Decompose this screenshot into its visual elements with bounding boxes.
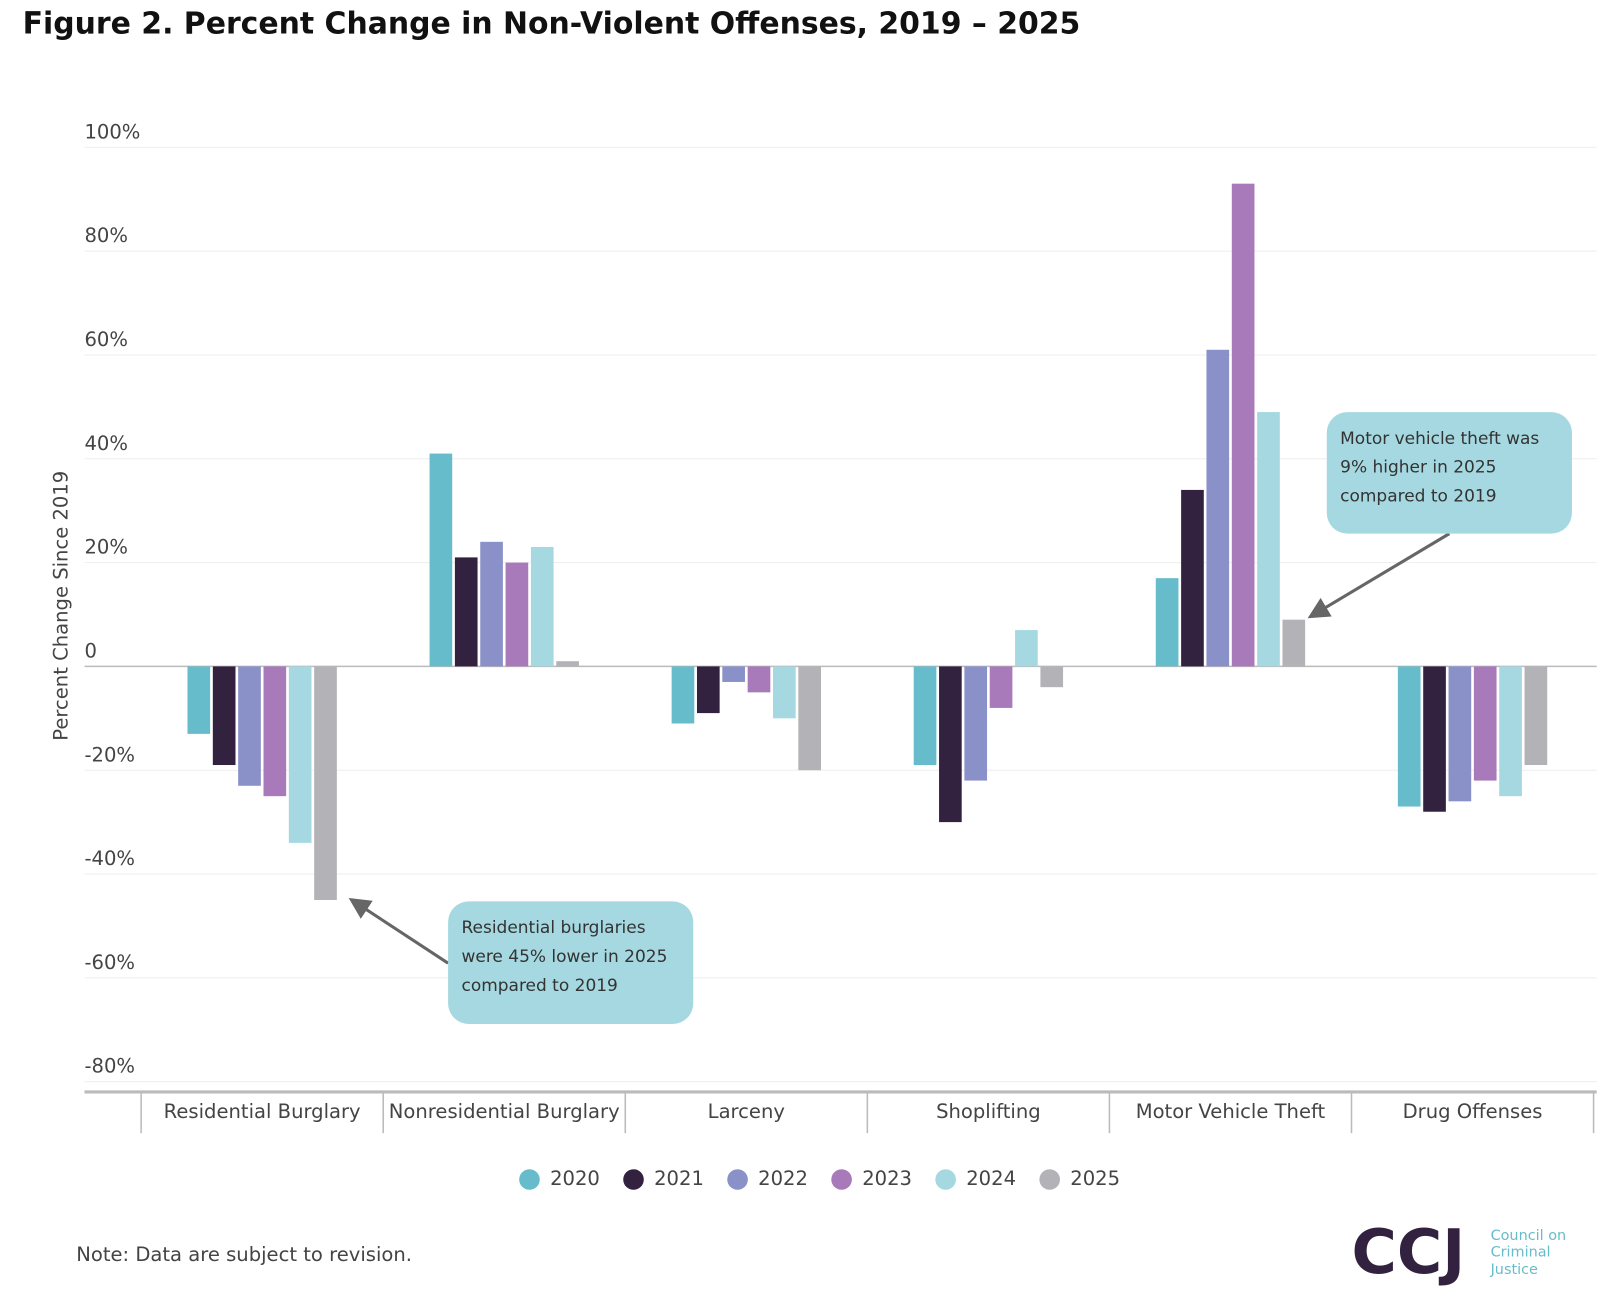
- bar: [671, 666, 695, 724]
- bar: [964, 666, 988, 781]
- annotation-text: compared to 2019: [461, 976, 617, 996]
- bar: [1181, 489, 1204, 667]
- chart-title: Figure 2. Percent Change in Non-Violent …: [23, 6, 1081, 41]
- bar: [722, 666, 745, 682]
- annotation-box: [448, 901, 694, 1024]
- legend-marker: [935, 1169, 956, 1190]
- annotation-text: were 45% lower in 2025: [461, 947, 667, 967]
- y-axis-label: Percent Change Since 2019: [49, 471, 72, 741]
- x-tick-label: Larceny: [708, 1100, 785, 1123]
- annotation-text: 9% higher in 2025: [1340, 458, 1496, 478]
- legend-label: 2022: [758, 1167, 808, 1190]
- bar: [798, 666, 821, 771]
- bar: [314, 666, 337, 900]
- logo-text: Criminal: [1491, 1245, 1551, 1261]
- legend-label: 2025: [1070, 1167, 1120, 1190]
- y-tick-label: -80%: [84, 1055, 135, 1078]
- bar: [989, 666, 1013, 708]
- x-tick-label: Drug Offenses: [1403, 1100, 1543, 1123]
- y-tick-label: -60%: [84, 951, 135, 974]
- x-tick-label: Shoplifting: [936, 1100, 1041, 1123]
- bar: [530, 547, 554, 667]
- legend-marker: [1039, 1169, 1060, 1190]
- annotation-arrow: [1307, 532, 1451, 619]
- bar: [939, 666, 962, 823]
- bar: [747, 666, 771, 693]
- bar: [1499, 666, 1522, 797]
- x-tick-label: Nonresidential Burglary: [389, 1100, 620, 1123]
- bar: [454, 557, 478, 667]
- legend-label: 2023: [862, 1167, 912, 1190]
- bar: [238, 666, 261, 786]
- bar: [1524, 666, 1548, 766]
- logo-text: Council on: [1491, 1228, 1567, 1244]
- logo-text: Justice: [1490, 1262, 1538, 1278]
- y-tick-label: -20%: [84, 743, 135, 766]
- bar: [263, 666, 287, 797]
- y-tick-label: 80%: [84, 224, 127, 247]
- bar: [505, 562, 529, 667]
- annotation-arrow: [348, 897, 449, 965]
- logo-mark: CCJ: [1352, 1216, 1466, 1288]
- annotation-box: [1326, 412, 1572, 534]
- bar: [1397, 666, 1421, 807]
- bar: [696, 666, 720, 714]
- annotation-text: Motor vehicle theft was: [1340, 429, 1539, 449]
- legend-label: 2021: [654, 1167, 704, 1190]
- bar: [1448, 666, 1472, 802]
- bar: [1423, 666, 1446, 812]
- x-tick-label: Motor Vehicle Theft: [1136, 1100, 1326, 1123]
- bar: [1015, 630, 1038, 667]
- y-tick-label: 60%: [84, 328, 127, 351]
- annotation-text: Residential burglaries: [461, 918, 645, 938]
- legend-marker: [727, 1169, 748, 1190]
- bar: [288, 666, 312, 843]
- x-tick-label: Residential Burglary: [164, 1100, 361, 1123]
- annotation-text: compared to 2019: [1340, 487, 1496, 507]
- bar: [556, 661, 579, 667]
- y-tick-label: 100%: [84, 120, 140, 143]
- bar: [913, 666, 937, 766]
- bar: [772, 666, 796, 719]
- legend-marker: [831, 1169, 852, 1190]
- bar: [212, 666, 236, 766]
- y-tick-label: 20%: [84, 536, 127, 559]
- legend-marker: [519, 1169, 540, 1190]
- note: Note: Data are subject to revision.: [76, 1243, 412, 1266]
- bar: [1257, 412, 1280, 667]
- bar: [480, 541, 503, 667]
- bar: [187, 666, 211, 734]
- bar: [429, 453, 453, 667]
- bar: [1231, 183, 1255, 667]
- y-tick-label: -40%: [84, 847, 135, 870]
- y-tick-label: 40%: [84, 432, 127, 455]
- bar: [1282, 619, 1306, 667]
- bar: [1206, 349, 1230, 667]
- legend-label: 2020: [550, 1167, 600, 1190]
- legend-marker: [623, 1169, 644, 1190]
- legend-label: 2024: [966, 1167, 1016, 1190]
- bar: [1473, 666, 1497, 781]
- bar: [1040, 666, 1064, 688]
- bar: [1155, 578, 1179, 667]
- y-tick-label: 0: [84, 639, 96, 662]
